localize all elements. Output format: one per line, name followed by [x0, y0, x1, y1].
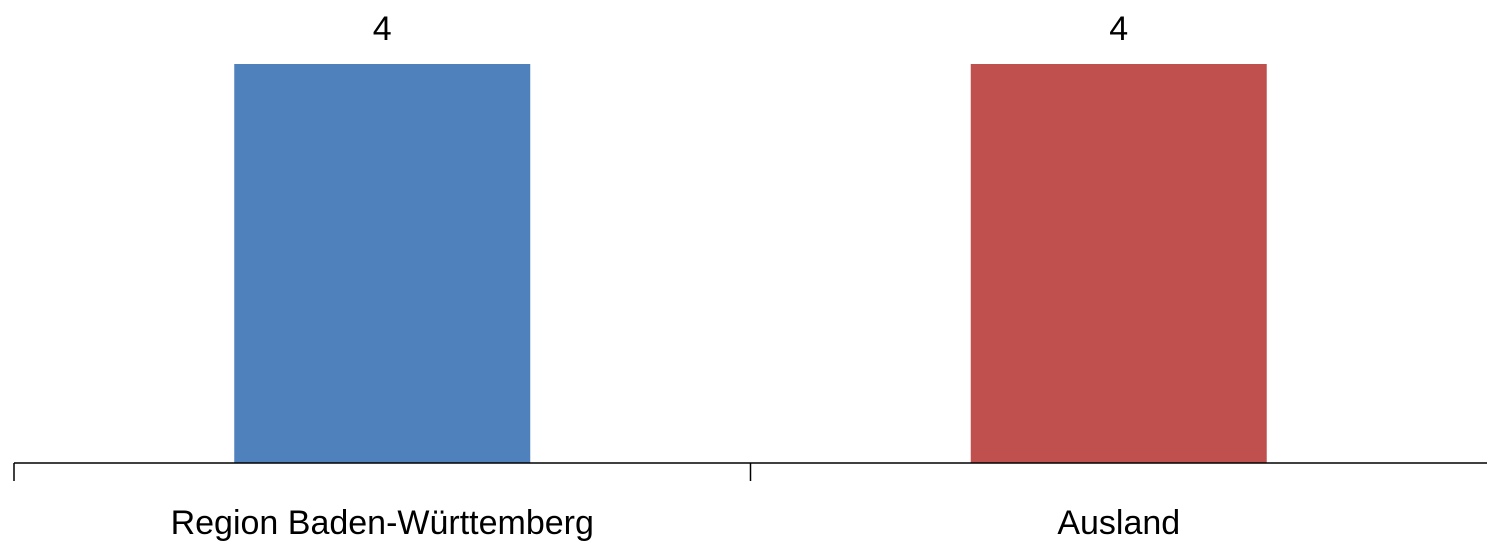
labels-layer: 4 Region Baden-Württemberg 4 Ausland	[171, 10, 1181, 542]
data-label-1: 4	[1109, 10, 1128, 48]
data-label-0: 4	[373, 10, 392, 48]
bar-0	[234, 64, 531, 463]
bars-layer	[234, 64, 1267, 463]
x-tick-label-1: Ausland	[1057, 504, 1180, 542]
x-tick-label-0: Region Baden-Württemberg	[171, 504, 594, 542]
x-axis	[13, 462, 1487, 481]
bar-1	[970, 64, 1267, 463]
